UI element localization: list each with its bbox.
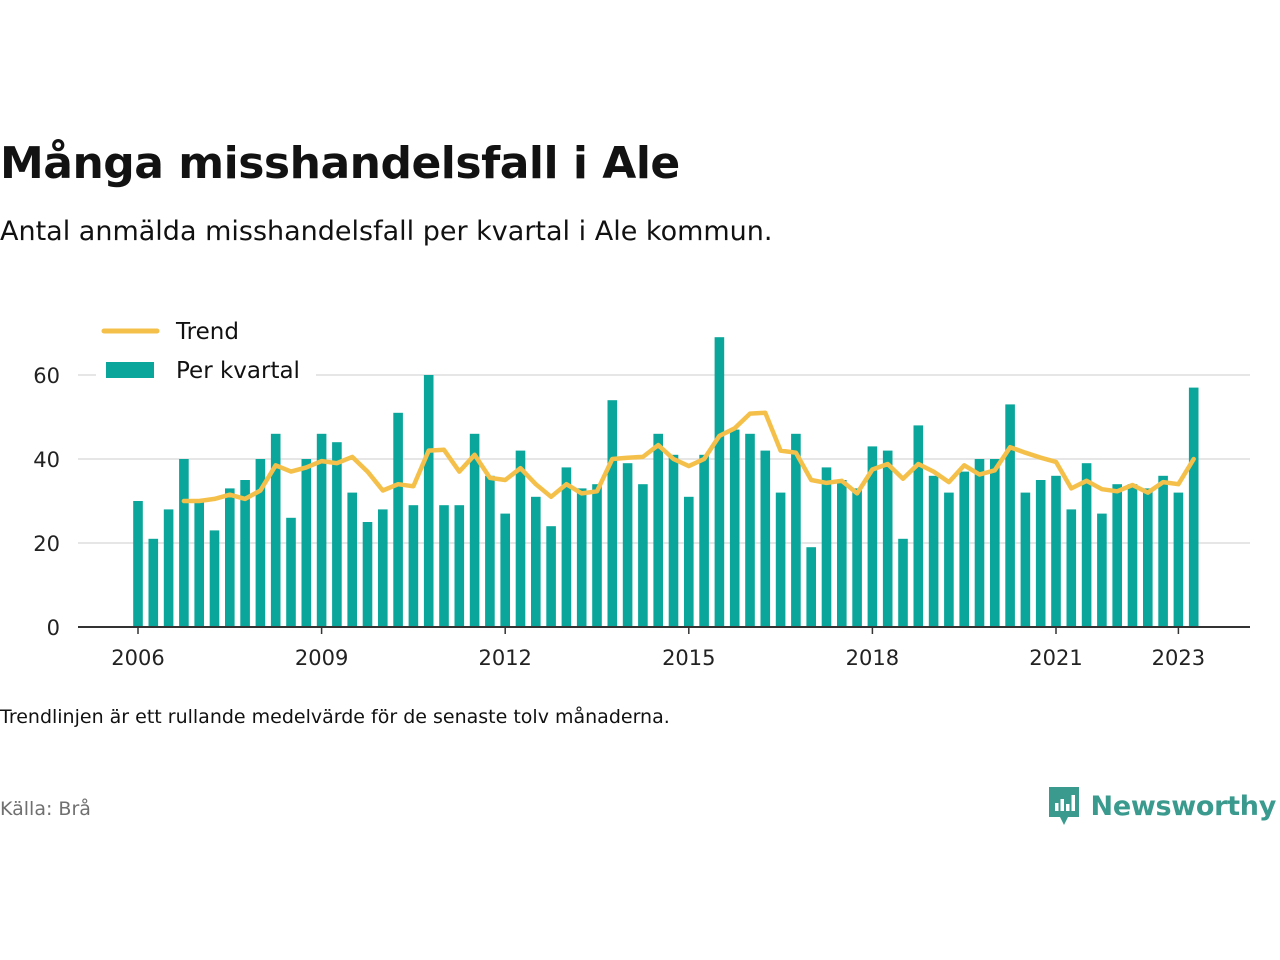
bar [852, 488, 862, 627]
bar [270, 433, 281, 627]
bar [194, 501, 204, 627]
y-tick-label: 20 [33, 532, 60, 556]
chart: 0 20 40 60 2006 2009 2012 2015 2018 2021 2023 Trend… [33, 314, 1250, 670]
brand-name: Newsworthy [1090, 790, 1277, 822]
bar [408, 505, 419, 627]
bar [1143, 488, 1153, 627]
x-tick-label: 2015 [662, 646, 715, 670]
x-tick-label: 2006 [111, 646, 164, 670]
bar [913, 425, 924, 627]
bar [699, 454, 709, 627]
bar [928, 475, 939, 627]
legend-bar-swatch [106, 362, 154, 378]
bar [423, 375, 434, 627]
bar [209, 530, 220, 627]
bar [882, 450, 893, 627]
bar [469, 433, 480, 627]
bar [286, 517, 296, 627]
bar [1188, 387, 1199, 627]
bar [867, 446, 878, 627]
bar [653, 433, 663, 627]
bar [898, 538, 908, 627]
bar [791, 433, 801, 627]
bar [378, 509, 388, 627]
bar [837, 480, 847, 627]
y-tick-label: 60 [33, 364, 60, 388]
bar [1066, 509, 1077, 627]
bar [546, 526, 556, 627]
legend-background [96, 314, 316, 392]
trend-line [181, 410, 1196, 504]
chart-title: Många misshandelsfall i Ale [0, 138, 680, 189]
bar [684, 496, 694, 627]
bar [301, 459, 312, 627]
legend-trend-label: Trend [175, 319, 239, 345]
bar [485, 475, 495, 627]
chart-subtitle: Antal anmälda misshandelsfall per kvarta… [0, 216, 773, 247]
bar [439, 505, 449, 627]
source-label: Källa: Brå [0, 798, 91, 820]
bar [1158, 475, 1168, 627]
bar [1005, 404, 1015, 627]
bar [240, 480, 250, 627]
bar [974, 459, 985, 627]
bar [668, 454, 679, 627]
x-tick-label: 2018 [846, 646, 899, 670]
bar [714, 337, 725, 627]
bar [576, 488, 587, 627]
bar [454, 505, 465, 627]
bar [500, 513, 510, 627]
bar [806, 547, 816, 627]
bar [760, 450, 771, 627]
bar [1020, 492, 1031, 627]
x-tick-label: 2012 [478, 646, 531, 670]
bar [638, 484, 648, 627]
bar [148, 538, 159, 627]
bar [990, 459, 1000, 627]
bar [393, 412, 403, 627]
bar [347, 492, 357, 627]
bar [332, 442, 342, 627]
bar [959, 471, 969, 627]
bar [592, 484, 602, 627]
bar [531, 496, 541, 627]
bar [944, 492, 954, 627]
x-tick-label: 2023 [1152, 646, 1205, 670]
bar [179, 459, 189, 627]
bar [1051, 475, 1061, 627]
bar [316, 433, 327, 627]
bar [821, 467, 832, 627]
newsworthy-logo-icon [1048, 787, 1079, 825]
x-tick-label: 2021 [1029, 646, 1082, 670]
bar [1112, 484, 1122, 627]
bar [362, 522, 373, 627]
bar [622, 463, 633, 627]
y-tick-label: 0 [47, 616, 60, 640]
bar [163, 509, 174, 627]
bar [133, 501, 143, 627]
y-tick-label: 40 [33, 448, 60, 472]
bar [607, 400, 618, 627]
legend-bar-label: Per kvartal [176, 358, 300, 384]
bar [1173, 492, 1184, 627]
bar [225, 488, 235, 627]
bar [561, 467, 572, 627]
bar [1081, 463, 1092, 627]
bar [745, 433, 755, 627]
bar [255, 459, 266, 627]
bar [515, 450, 526, 627]
brand-logo: Newsworthy [1047, 784, 1276, 828]
x-tick-label: 2009 [295, 646, 348, 670]
chart-note: Trendlinjen är ett rullande medelvärde f… [0, 706, 670, 728]
bar [1127, 484, 1138, 627]
bar [729, 429, 740, 627]
bar [775, 492, 786, 627]
bar [1035, 480, 1046, 627]
bar [1097, 513, 1107, 627]
